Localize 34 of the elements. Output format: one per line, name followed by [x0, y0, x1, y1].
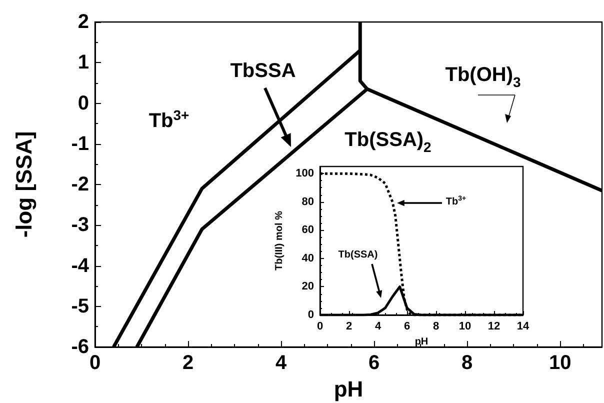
x-tick-label: 14	[516, 320, 530, 332]
y-tick-label: 100	[296, 168, 314, 180]
x-tick-label: 12	[488, 320, 500, 332]
x-tick-label: 4	[275, 352, 288, 374]
annotation: Tb(SSA)	[338, 250, 378, 260]
x-tick-label: 10	[549, 352, 572, 374]
annotation: TbSSA	[230, 60, 296, 82]
x-tick-label: 6	[404, 320, 410, 332]
y-tick-label: 80	[302, 196, 314, 208]
x-tick-label: 2	[346, 320, 352, 332]
x-tick-label: 8	[432, 320, 440, 332]
x-tick-label: 10	[458, 320, 472, 332]
y-tick-label: -5	[71, 295, 89, 318]
x-tick-label: 2	[182, 352, 194, 374]
x-tick-label: 0	[316, 320, 324, 332]
y-tick-label: 1	[78, 52, 89, 74]
x-axis-title: pH	[334, 376, 364, 402]
y-tick-label: 40	[302, 252, 314, 264]
x-tick-label: 6	[368, 352, 380, 374]
y-tick-label: 0	[308, 309, 314, 321]
y-axis-title: Tb(III) mol %	[274, 210, 286, 270]
y-tick-label: 60	[302, 224, 314, 236]
x-tick-label: 4	[374, 320, 382, 332]
y-axis-title: -log [SSA]	[12, 131, 36, 238]
x-axis-title: pH	[414, 336, 428, 348]
y-tick-label: 2	[78, 11, 89, 33]
y-tick-label: -3	[71, 214, 89, 236]
y-tick-label: -6	[71, 336, 89, 358]
y-tick-label: 0	[78, 92, 89, 114]
x-tick-label: 8	[462, 352, 473, 374]
y-tick-label: -1	[71, 132, 89, 155]
y-tick-label: -4	[71, 254, 90, 277]
y-tick-label: -2	[71, 174, 89, 196]
y-tick-label: 20	[302, 280, 314, 293]
